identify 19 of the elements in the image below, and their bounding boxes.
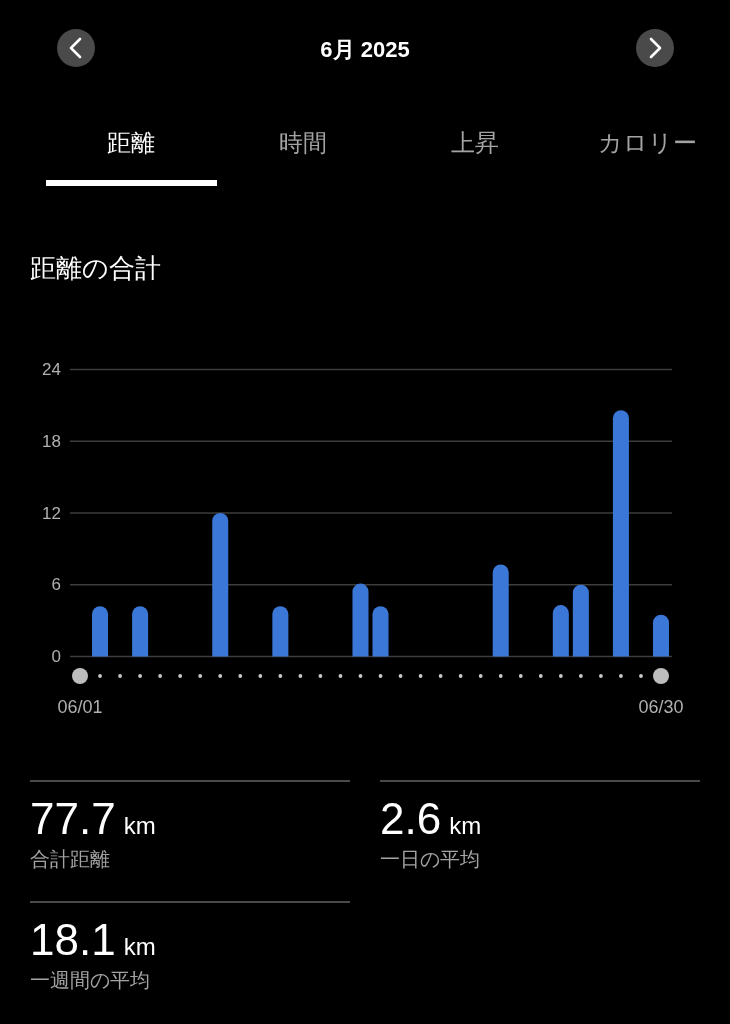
text: 一週間の平均 <box>30 969 150 991</box>
y-tick-label: 12 <box>42 503 61 523</box>
text: 一日の平均 <box>380 848 480 870</box>
y-tick-label: 6 <box>51 575 61 595</box>
x-tick-label: 06/30 <box>638 697 684 717</box>
chart-title: 距離の合計 <box>30 253 161 283</box>
text: 18.1 km <box>30 915 156 964</box>
x-tick-label: 06/01 <box>57 697 103 717</box>
y-tick-label: 18 <box>42 431 61 451</box>
text: カロリー <box>597 128 697 156</box>
y-tick-label: 24 <box>42 360 61 379</box>
text: 距離 <box>107 128 155 156</box>
y-tick-label: 0 <box>51 647 61 666</box>
text: 77.7 km <box>30 794 156 843</box>
text: 時間 <box>279 128 327 156</box>
text: 2.6 km <box>380 794 482 843</box>
text: 上昇 <box>451 128 499 156</box>
text: 合計距離 <box>30 848 110 870</box>
text: 6月 2025 <box>320 36 410 62</box>
